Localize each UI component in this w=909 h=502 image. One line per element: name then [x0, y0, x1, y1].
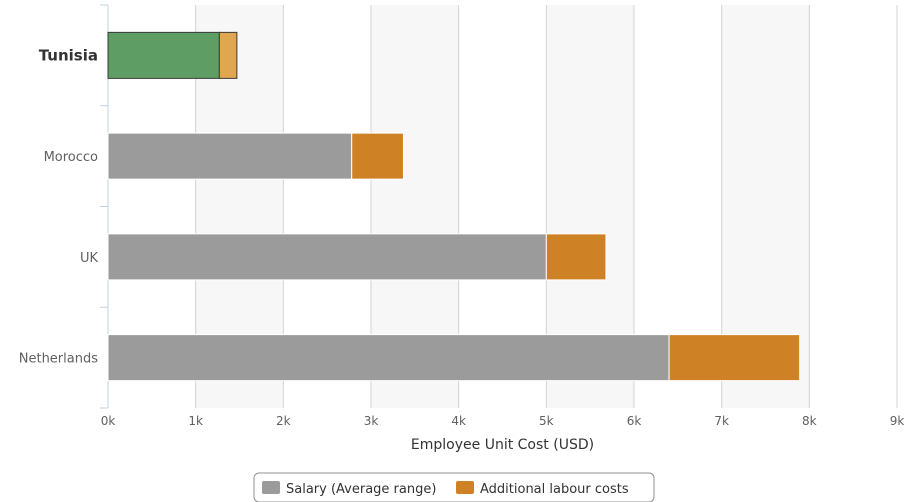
x-tick-label: 4k	[451, 414, 466, 428]
bar-netherlands-salary	[107, 334, 670, 382]
x-tick-label: 6k	[627, 414, 642, 428]
legend-box	[253, 472, 655, 502]
x-tick-label: 0k	[101, 414, 116, 428]
x-tick-label: 9k	[890, 414, 905, 428]
category-label-uk: UK	[80, 251, 99, 266]
x-axis-title: Employee Unit Cost (USD)	[411, 437, 594, 453]
category-label-morocco: Morocco	[44, 150, 98, 165]
bar-morocco-additional	[351, 132, 404, 180]
category-label-netherlands: Netherlands	[19, 352, 98, 367]
x-tick-label: 7k	[714, 414, 729, 428]
legend-label-salary[interactable]: Salary (Average range)	[286, 482, 436, 497]
category-ticks	[100, 4, 108, 409]
legend-label-additional[interactable]: Additional labour costs	[480, 482, 629, 497]
x-tick-label: 1k	[188, 414, 203, 428]
x-tick-label: 8k	[802, 414, 817, 428]
bar-morocco-salary	[107, 132, 353, 180]
bar-netherlands-additional	[668, 334, 801, 382]
bar-uk-salary	[107, 233, 547, 281]
category-label-tunisia: Tunisia	[39, 46, 98, 64]
x-tick-label: 5k	[539, 414, 554, 428]
bar-uk-additional	[545, 233, 607, 281]
legend-swatch-salary[interactable]	[262, 481, 280, 494]
x-tick-label: 2k	[276, 414, 291, 428]
bar-tunisia-additional	[218, 31, 238, 79]
legend-swatch-additional[interactable]	[456, 481, 474, 494]
x-axis-ticks: 0k 1k 2k 3k 4k 5k 6k 7k 8k 9k	[101, 414, 905, 428]
category-labels: Tunisia Morocco UK Netherlands	[19, 46, 99, 366]
bar-tunisia-salary	[107, 31, 220, 79]
bars	[107, 31, 801, 382]
x-tick-label: 3k	[364, 414, 379, 428]
legend: Salary (Average range) Additional labour…	[253, 472, 655, 502]
